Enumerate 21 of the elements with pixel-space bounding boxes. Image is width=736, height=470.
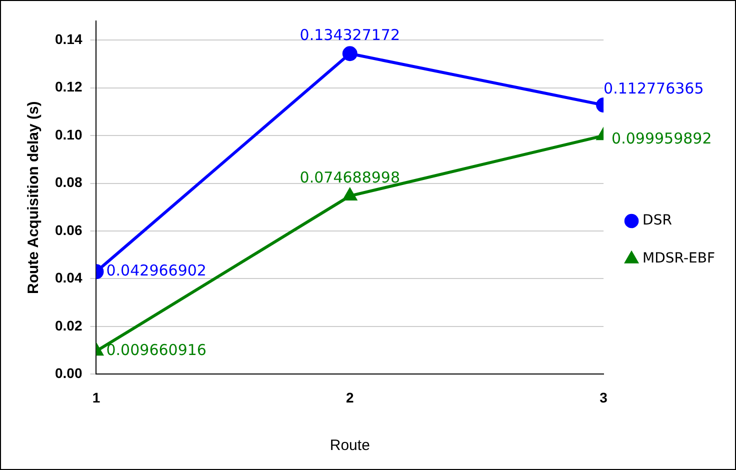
x-tick-label: 3 [600, 389, 608, 406]
y-axis-title: Route Acquisition delay (s) [25, 101, 42, 294]
y-tick-label: 0.08 [55, 174, 82, 190]
y-tick-label: 0.02 [55, 317, 82, 334]
y-tick-label: 0.04 [55, 270, 82, 286]
y-tick-label: 0.12 [55, 78, 82, 95]
data-label: 0.042966902 [106, 262, 206, 280]
data-label: 0.134327172 [300, 26, 400, 44]
x-axis-title: Route [330, 437, 370, 454]
legend-label: MDSR-EBF [642, 250, 716, 267]
data-label: 0.074688998 [300, 168, 400, 186]
y-tick-label: 0.14 [55, 30, 82, 47]
x-tick-label: 1 [92, 389, 100, 406]
x-tick-label: 2 [346, 389, 354, 406]
data-label: 0.099959892 [612, 130, 712, 148]
data-label: 0.112776365 [604, 79, 704, 98]
data-label: 0.009660916 [106, 341, 206, 360]
legend-label: DSR [642, 212, 672, 229]
y-tick-label: 0.10 [55, 126, 82, 142]
y-tick-label: 0.06 [55, 222, 82, 238]
y-tick-label: 0.00 [55, 365, 82, 382]
